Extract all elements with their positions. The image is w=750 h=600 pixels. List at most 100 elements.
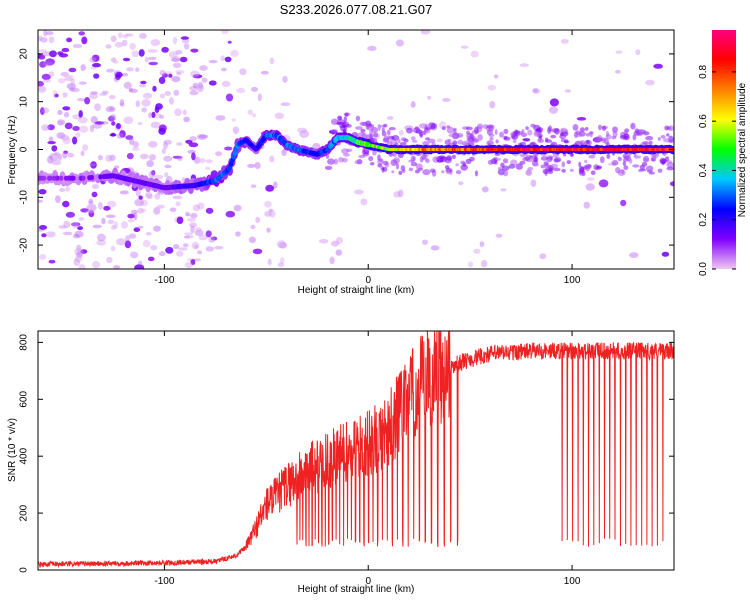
spectrogram-noise-blob: [47, 124, 55, 131]
spectrogram-noise-blob: [90, 91, 98, 95]
snr-x-tick-label: 0: [365, 576, 371, 587]
spectrogram-sidelobe-blob: [668, 125, 674, 132]
spectrogram-sidelobe-blob: [508, 164, 516, 169]
spectrogram-noise-blob: [269, 155, 275, 163]
spectrogram-sidelobe-blob: [429, 168, 436, 173]
spectrogram-noise-blob: [142, 92, 153, 99]
spectrogram-sidelobe-blob: [580, 139, 585, 146]
spectrogram-noise-blob: [65, 186, 70, 192]
spectrogram-sidelobe-blob: [332, 131, 335, 135]
spectrogram-ridge-cell: [55, 175, 60, 181]
spectrogram-sidelobe-blob: [574, 133, 583, 137]
spectrogram-noise-blob: [158, 76, 166, 84]
spectrogram-noise-blob: [61, 47, 70, 53]
spectrogram-sidelobe-blob: [488, 133, 495, 137]
spectrogram-sidelobe-blob: [550, 163, 558, 169]
spectrogram-noise-blob: [39, 254, 47, 260]
spectrogram-noise-blob: [80, 208, 89, 213]
spectrogram-noise-blob: [116, 238, 126, 246]
spectrogram-noise-blob: [645, 79, 655, 86]
spectrogram-noise-blob: [481, 186, 489, 193]
spectrogram-noise-blob: [185, 212, 191, 217]
spectrogram-sidelobe-blob: [560, 138, 565, 143]
spectrogram-sidelobe-blob: [446, 155, 453, 161]
spectrogram-noise-blob: [105, 154, 113, 162]
spectrogram-noise-blob: [117, 32, 123, 39]
spectrogram-noise-blob: [273, 181, 278, 189]
spectrogram-sidelobe-blob: [489, 137, 494, 141]
spectrogram-noise-blob: [276, 240, 286, 249]
spectrogram-sidelobe-blob: [566, 160, 572, 165]
spectrogram-noise-blob: [479, 241, 485, 248]
spectrogram-noise-blob: [205, 166, 211, 170]
spectrogram-sidelobe-blob: [405, 127, 413, 134]
spectrogram-noise-blob: [38, 35, 43, 42]
spectrogram-noise-blob: [148, 61, 158, 66]
spectrogram-sidelobe-blob: [561, 168, 566, 173]
spectrogram-noise-blob: [585, 183, 595, 191]
spectrogram-sidelobe-blob: [622, 158, 629, 162]
spectrogram-noise-blob: [183, 235, 190, 239]
spectrogram-noise-blob: [91, 191, 98, 198]
spectrogram-noise-blob: [48, 136, 54, 142]
spectrogram-noise-blob: [191, 241, 200, 250]
spectrogram-noise-blob: [583, 201, 590, 209]
spectrogram-x-tick-label: -100: [154, 275, 174, 286]
spectrogram-noise-blob: [123, 116, 134, 125]
spectrogram-noise-blob: [60, 134, 70, 141]
spectrogram-noise-blob: [151, 170, 156, 176]
spectrogram-noise-blob: [197, 81, 204, 89]
spectrogram-noise-blob: [190, 259, 196, 266]
spectrogram-noise-blob: [214, 245, 224, 250]
spectrogram-noise-blob: [105, 214, 116, 218]
spectrogram-noise-blob: [98, 201, 103, 210]
spectrogram-sidelobe-blob: [550, 134, 557, 139]
spectrogram-noise-blob: [48, 259, 56, 264]
spectrogram-sidelobe-blob: [342, 157, 348, 163]
spectrogram-noise-blob: [126, 152, 134, 160]
spectrogram-noise-blob: [247, 109, 253, 116]
spectrogram-sidelobe-blob: [554, 157, 562, 163]
spectrogram-noise-blob: [90, 66, 97, 70]
spectrogram-noise-blob: [549, 98, 560, 107]
spectrogram-noise-blob: [184, 235, 194, 239]
spectrogram-noise-blob: [519, 63, 530, 68]
spectrogram-noise-blob: [235, 231, 241, 237]
snr-y-tick-label: 400: [19, 447, 30, 464]
spectrogram-noise-blob: [274, 112, 285, 120]
spectrogram-noise-blob: [221, 30, 229, 35]
spectrogram-noise-blob: [148, 170, 155, 179]
spectrogram-sidelobe-blob: [451, 154, 456, 159]
spectrogram-noise-blob: [564, 89, 572, 93]
spectrogram-noise-blob: [155, 112, 162, 119]
spectrogram-noise-blob: [150, 39, 161, 47]
spectrogram-noise-blob: [110, 132, 116, 137]
spectrogram-noise-blob: [109, 107, 114, 111]
spectrogram-noise-blob: [86, 209, 96, 214]
spectrogram-noise-blob: [224, 56, 232, 63]
spectrogram-sidelobe-blob: [466, 130, 470, 135]
spectrogram-ridge-cell: [81, 175, 86, 181]
spectrogram-sidelobe-blob: [606, 153, 611, 159]
spectrogram-noise-blob: [179, 56, 188, 63]
spectrogram-noise-blob: [225, 210, 236, 218]
spectrogram-noise-blob: [254, 162, 261, 169]
spectrogram-noise-blob: [70, 87, 80, 93]
spectrogram-noise-blob: [94, 121, 105, 125]
spectrogram-sidelobe-blob: [338, 157, 344, 163]
snr-x-axis: -100 0 100: [154, 331, 581, 587]
spectrogram-sidelobe-blob: [382, 167, 388, 172]
spectrogram-noise-blob: [137, 121, 143, 126]
spectrogram-noise-blob: [113, 221, 119, 229]
spectrogram-sidelobe-blob: [397, 138, 401, 144]
colorbar-gradient: [712, 30, 736, 269]
spectrogram-noise-blob: [183, 116, 190, 123]
spectrogram-noise-blob: [70, 78, 75, 86]
colorbar-axis: 0.0 0.2 0.4 0.6 0.8: [698, 64, 736, 276]
spectrogram-noise-blob: [77, 226, 83, 231]
spectrogram-noise-blob: [205, 230, 212, 238]
spectrogram-sidelobe-blob: [561, 161, 566, 168]
spectrogram-sidelobe-blob: [331, 118, 339, 125]
spectrogram-noise-blob: [132, 141, 139, 148]
spectrogram-sidelobe-blob: [585, 163, 592, 170]
